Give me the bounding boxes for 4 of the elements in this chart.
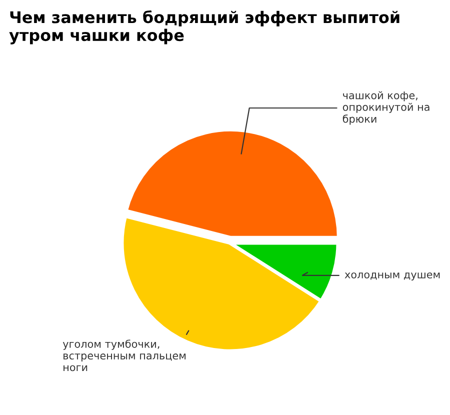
slice-label: холодным душем	[344, 272, 440, 280]
slice-label: уголом тумбочки, встреченным пальцем ноги	[62, 340, 186, 372]
slice-label: чашкой кофе, опрокинутой на брюки	[342, 91, 430, 125]
chart-title: Чем заменить бодрящий эффект выпитой утром чашки кофе	[9, 10, 400, 44]
